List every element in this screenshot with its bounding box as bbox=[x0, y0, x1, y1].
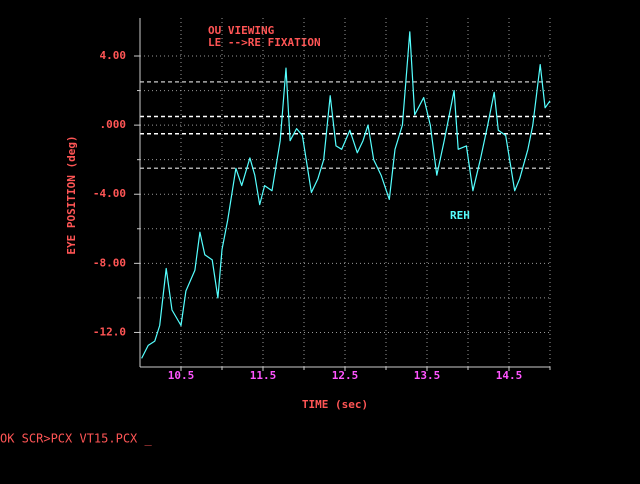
command-line: OK SCR>PCX VT15.PCX _ bbox=[0, 432, 152, 446]
y-axis-label: EYE POSITION (deg) bbox=[65, 135, 78, 254]
annotation: LE -->RE FIXATION bbox=[208, 36, 321, 49]
x-tick-label: 10.5 bbox=[168, 369, 195, 382]
x-tick-label: 11.5 bbox=[250, 369, 277, 382]
x-tick-label: 12.5 bbox=[332, 369, 359, 382]
y-tick-label: -12.0 bbox=[93, 325, 126, 338]
y-tick-label: -8.00 bbox=[93, 256, 126, 269]
y-tick-label: -4.00 bbox=[93, 187, 126, 200]
y-tick-label: 4.00 bbox=[100, 49, 127, 62]
x-tick-label: 13.5 bbox=[414, 369, 441, 382]
y-tick-label: .000 bbox=[100, 118, 127, 131]
series-label: REH bbox=[450, 209, 470, 222]
annotation: OU VIEWING bbox=[208, 24, 275, 37]
series-line bbox=[141, 31, 551, 359]
x-axis-label: TIME (sec) bbox=[302, 398, 368, 411]
x-tick-label: 14.5 bbox=[496, 369, 523, 382]
